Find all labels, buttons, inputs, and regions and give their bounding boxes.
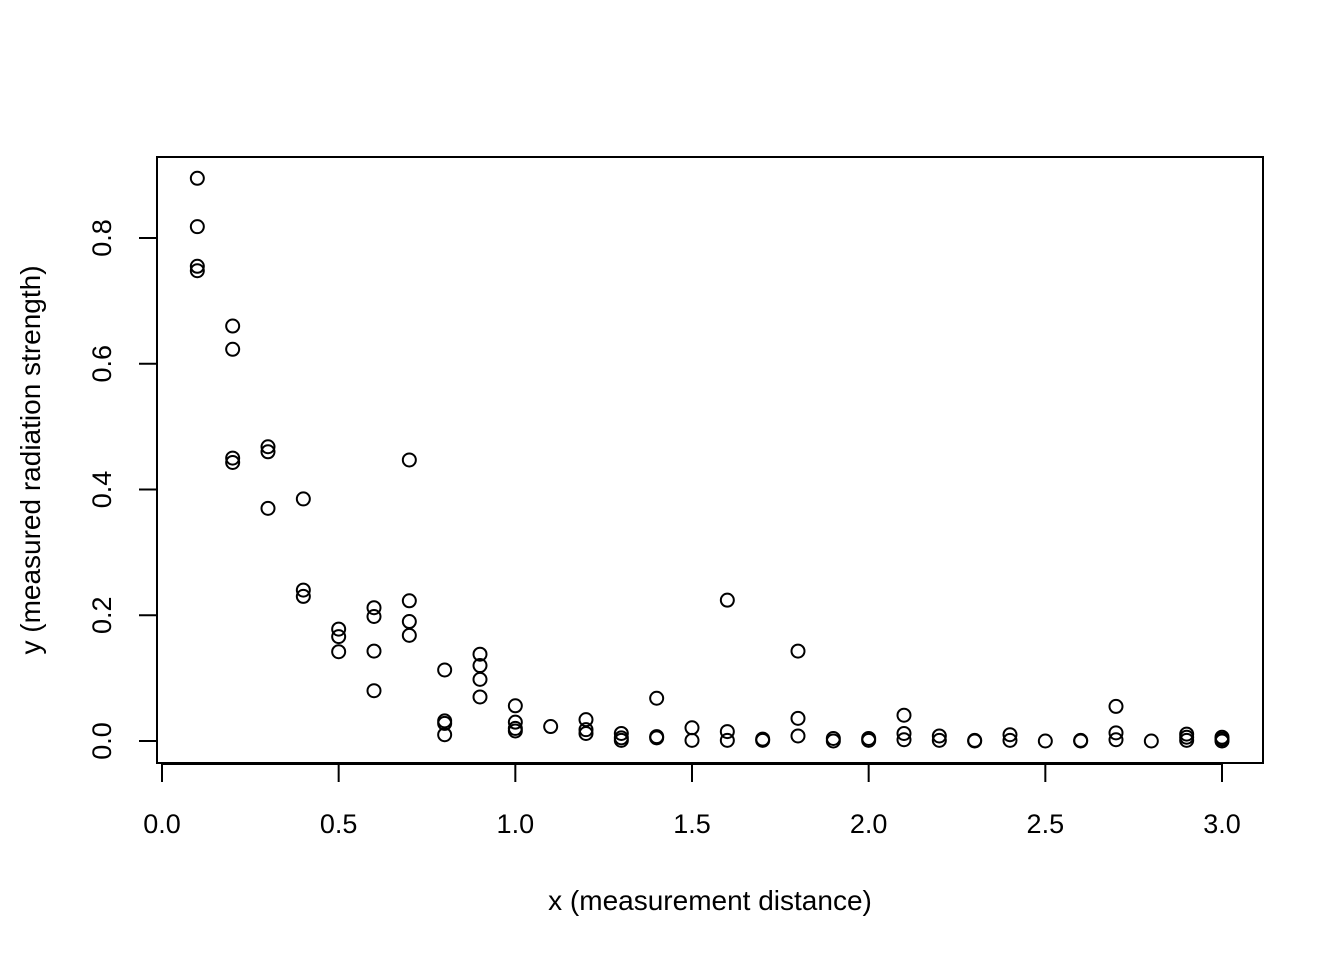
data-point	[472, 671, 488, 687]
data-point	[649, 730, 665, 746]
plot-frame	[156, 156, 1264, 764]
data-point	[401, 614, 417, 630]
data-point	[225, 341, 241, 357]
data-point	[578, 725, 594, 741]
data-point	[189, 170, 205, 186]
data-point	[472, 646, 488, 662]
data-point	[755, 732, 771, 748]
data-point	[366, 609, 382, 625]
data-point	[507, 723, 523, 739]
data-point	[189, 258, 205, 274]
data-point	[189, 263, 205, 279]
data-point	[896, 725, 912, 741]
data-point	[1002, 727, 1018, 743]
data-point	[437, 715, 453, 731]
data-point	[1002, 732, 1018, 748]
data-point	[401, 593, 417, 609]
y-axis-label: y (measured radiation strength)	[15, 265, 46, 654]
y-tick-label: 0.6	[87, 345, 117, 383]
data-point	[790, 710, 806, 726]
data-point	[295, 491, 311, 507]
x-tick-label: 0.0	[143, 809, 181, 839]
data-point	[613, 725, 629, 741]
y-tick-label: 0.4	[87, 471, 117, 509]
data-point	[896, 707, 912, 723]
x-axis: 0.0 0.5 1.0 1.5 2.0 2.5 3.0	[143, 763, 1241, 839]
data-point	[684, 732, 700, 748]
data-point	[719, 592, 735, 608]
data-point	[931, 732, 947, 748]
data-point	[861, 732, 877, 748]
y-tick-label: 0.0	[87, 722, 117, 760]
data-point	[437, 727, 453, 743]
data-point	[295, 588, 311, 604]
y-axis: 0.0 0.2 0.4 0.6 0.8	[87, 219, 158, 760]
x-tick-label: 0.5	[320, 809, 358, 839]
data-point	[437, 662, 453, 678]
data-point	[401, 452, 417, 468]
data-point	[613, 732, 629, 748]
data-point	[331, 644, 347, 660]
data-point	[507, 714, 523, 730]
data-point	[1037, 733, 1053, 749]
data-point	[1214, 733, 1230, 749]
data-point	[295, 582, 311, 598]
data-point	[1179, 732, 1195, 748]
data-point	[225, 454, 241, 470]
data-point	[1108, 725, 1124, 741]
data-point	[189, 219, 205, 235]
data-point	[260, 444, 276, 460]
data-point	[331, 621, 347, 637]
data-point	[331, 629, 347, 645]
x-tick-label: 3.0	[1203, 809, 1241, 839]
data-point	[578, 722, 594, 738]
x-axis-label: x (measurement distance)	[548, 885, 872, 916]
data-point	[401, 627, 417, 643]
x-tick-label: 2.5	[1027, 809, 1065, 839]
data-point	[790, 728, 806, 744]
data-point	[649, 690, 665, 706]
y-tick-label: 0.2	[87, 596, 117, 634]
data-point	[366, 600, 382, 616]
data-point	[684, 720, 700, 736]
data-point	[472, 689, 488, 705]
data-point	[366, 683, 382, 699]
data-point	[1143, 733, 1159, 749]
data-point	[825, 733, 841, 749]
data-point	[1073, 733, 1089, 749]
data-point	[260, 439, 276, 455]
data-point	[931, 728, 947, 744]
data-point	[896, 732, 912, 748]
data-point	[967, 733, 983, 749]
data-point	[1108, 698, 1124, 714]
x-tick-label: 1.0	[497, 809, 535, 839]
data-points	[189, 170, 1230, 749]
x-tick-label: 1.5	[673, 809, 711, 839]
data-point	[507, 698, 523, 714]
y-tick-label: 0.8	[87, 219, 117, 257]
data-point	[225, 318, 241, 334]
data-point	[543, 719, 559, 735]
data-point	[1108, 732, 1124, 748]
data-point	[790, 643, 806, 659]
data-point	[719, 724, 735, 740]
x-tick-label: 2.0	[850, 809, 888, 839]
data-point	[719, 732, 735, 748]
data-point	[225, 450, 241, 466]
data-point	[366, 643, 382, 659]
data-point	[260, 500, 276, 516]
